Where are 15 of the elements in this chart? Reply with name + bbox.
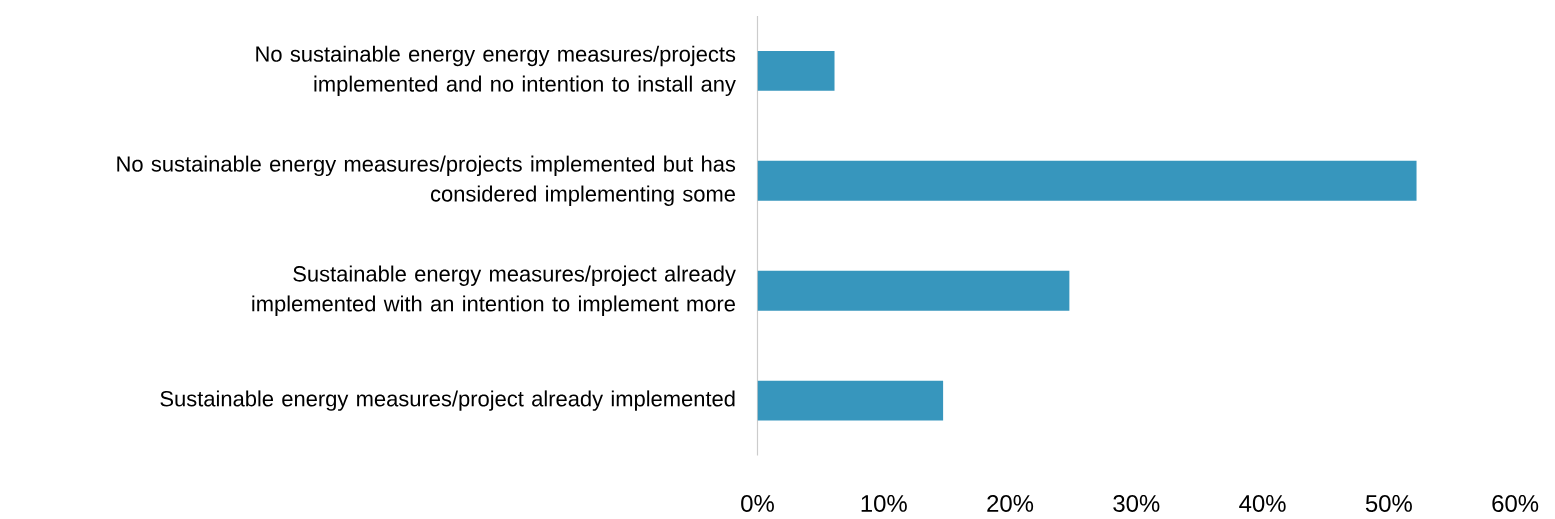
x-tick-label: 0% — [741, 494, 774, 512]
y-tick-label: No sustainable energy energy measures/projects implemented and no intention to install any — [256, 45, 736, 96]
x-tick-label: 10% — [861, 494, 907, 512]
y-tick-label: Sustainable energy measures/project already implemented with an intention to implement more — [252, 265, 736, 316]
x-tick-label: 20% — [987, 494, 1034, 512]
x-tick-label: 60% — [1492, 494, 1539, 512]
bar — [757, 270, 1070, 311]
x-tick-label: 50% — [1365, 494, 1412, 512]
bar — [757, 380, 944, 421]
x-tick-label: 30% — [1113, 494, 1160, 512]
y-tick-label: Sustainable energy measures/project already implemented — [160, 390, 735, 411]
x-tick-label: 40% — [1239, 494, 1286, 512]
y-tick-label: No sustainable energy measures/projects implemented but has considered implementing some — [117, 155, 736, 206]
bar — [757, 160, 1417, 201]
bar — [757, 50, 835, 91]
